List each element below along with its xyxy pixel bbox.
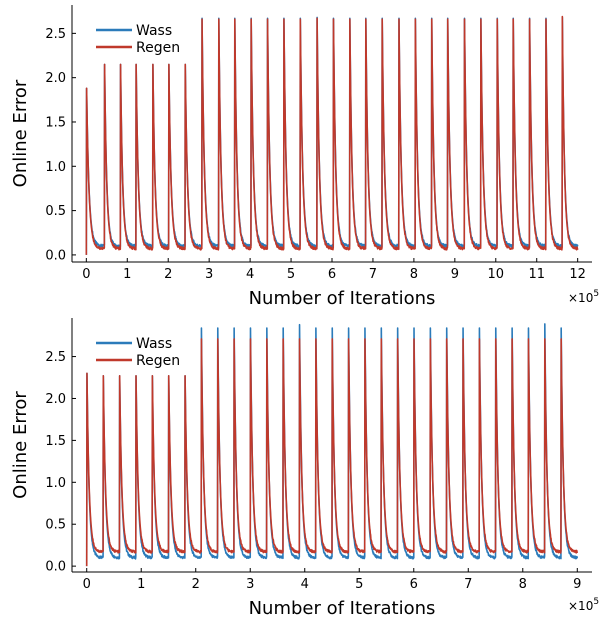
x-multiplier-exponent: 5 (593, 289, 599, 299)
x-multiplier-base: ×10 (568, 291, 593, 305)
x-tick-label: 2 (192, 577, 200, 592)
x-tick-label: 0 (83, 577, 91, 592)
legend-label-wass: Wass (136, 336, 172, 352)
x-axis-multiplier: ×105 (568, 289, 599, 305)
y-tick-label: 2.5 (45, 27, 66, 42)
x-axis-label: Number of Iterations (249, 598, 436, 619)
x-tick-label: 0 (82, 267, 90, 282)
x-tick-label: 7 (464, 577, 472, 592)
chart-panel-1: 0 1 2 3 4 5 6 7 8 9 10 11 120.00.51.01.52.02.5Number… (10, 5, 599, 309)
x-tick-label: 2 (164, 267, 172, 282)
x-tick-label: 10 (488, 267, 505, 282)
y-tick-label: 1.5 (45, 434, 66, 449)
x-axis-multiplier: ×105 (568, 597, 599, 613)
x-tick-label: 6 (328, 267, 336, 282)
y-tick-label: 0.5 (45, 204, 66, 219)
y-tick-label: 1.0 (45, 476, 66, 491)
y-tick-label: 2.0 (45, 392, 66, 407)
x-tick-label: 1 (137, 577, 145, 592)
y-tick-label: 2.5 (45, 350, 66, 365)
x-tick-label: 6 (410, 577, 418, 592)
x-tick-label: 8 (519, 577, 527, 592)
y-tick-label: 1.5 (45, 115, 66, 130)
y-tick-label: 2.0 (45, 71, 66, 86)
x-tick-label: 9 (451, 267, 459, 282)
series-line-regen (85, 15, 579, 255)
x-axis-label: Number of Iterations (249, 288, 436, 309)
x-tick-label: 8 (410, 267, 418, 282)
y-tick-label: 1.0 (45, 160, 66, 175)
x-tick-label: 11 (528, 267, 545, 282)
x-tick-label: 4 (301, 577, 309, 592)
x-multiplier-base: ×10 (568, 599, 593, 613)
x-tick-label: 5 (287, 267, 295, 282)
x-multiplier-exponent: 5 (593, 597, 599, 607)
y-axis-label: Online Error (10, 391, 31, 499)
x-tick-label: 5 (355, 577, 363, 592)
x-tick-label: 1 (123, 267, 131, 282)
x-tick-label: 9 (573, 577, 581, 592)
y-axis-label: Online Error (10, 79, 31, 187)
x-tick-label: 12 (569, 267, 586, 282)
legend-label-regen: Regen (136, 353, 180, 369)
legend-label-regen: Regen (136, 40, 180, 56)
x-tick-label: 3 (246, 577, 254, 592)
legend-label-wass: Wass (136, 23, 172, 39)
series-line-regen (85, 338, 579, 567)
series-line-wass (85, 323, 579, 567)
chart-panel-2: 0 1 2 3 4 5 6 7 8 9 0.0 0.5 1.0 1.5 2.0 2.5 Number of It… (10, 318, 599, 619)
x-tick-label: 4 (246, 267, 254, 282)
x-tick-label: 7 (369, 267, 377, 282)
x-tick-label: 3 (205, 267, 213, 282)
y-tick-label: 0.0 (45, 248, 66, 263)
y-tick-label: 0.0 (45, 560, 66, 575)
y-tick-label: 0.5 (45, 518, 66, 533)
